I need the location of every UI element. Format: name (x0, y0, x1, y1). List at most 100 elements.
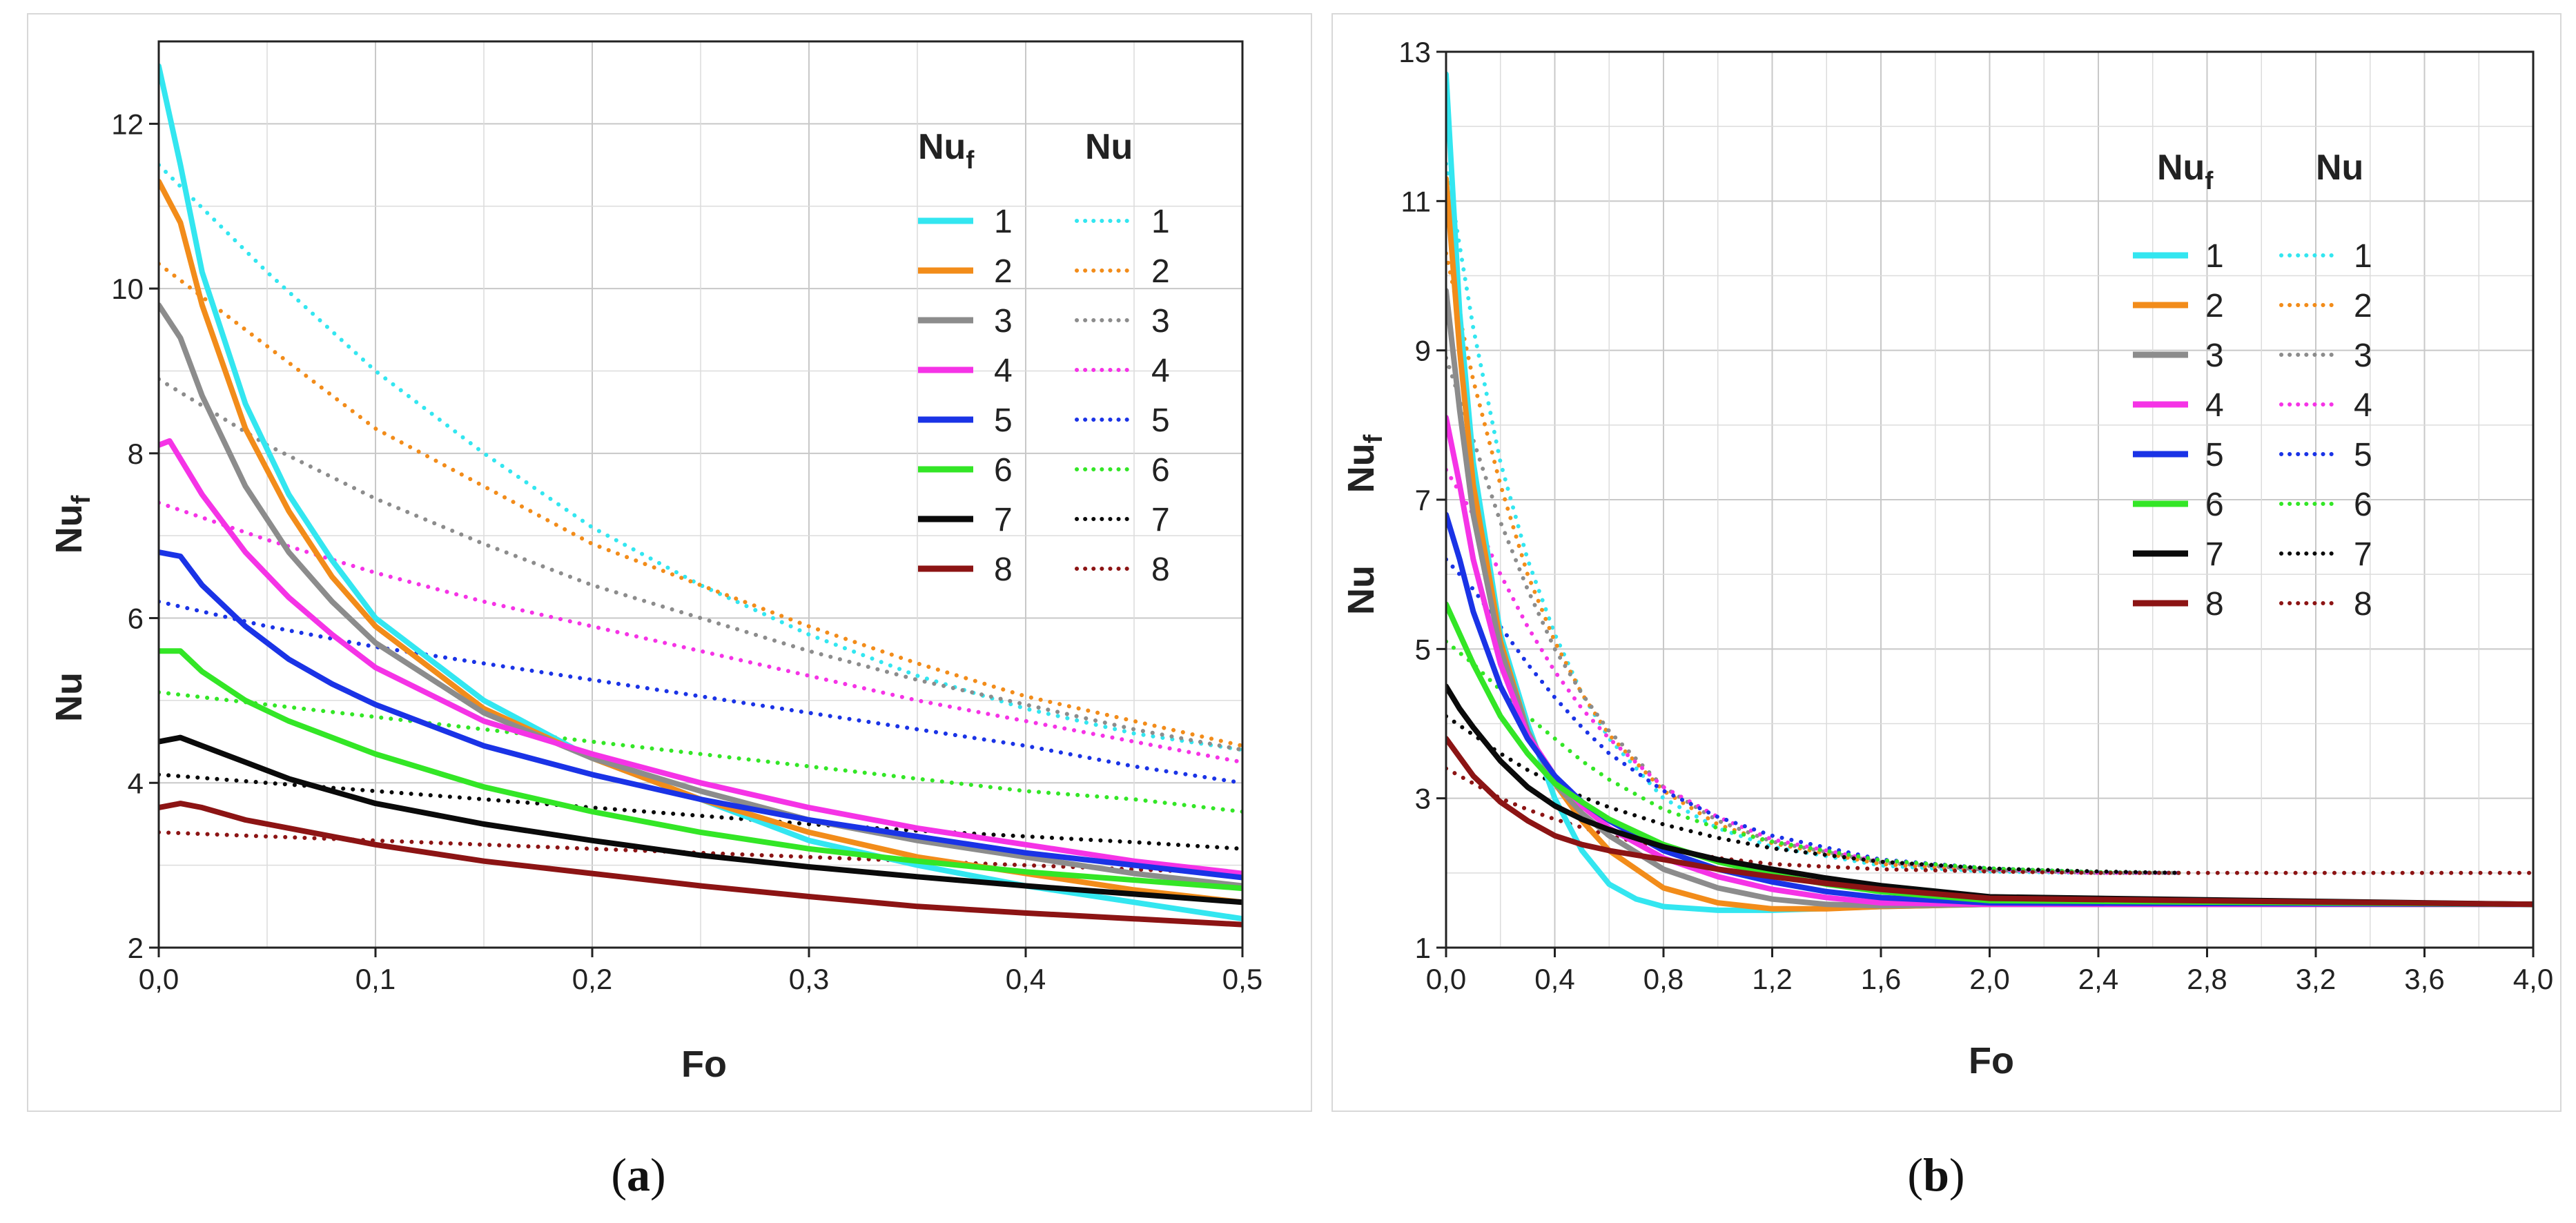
x-tick-label: 3,6 (2404, 963, 2444, 995)
nu-series-line-6 (159, 690, 1242, 814)
y-axis-label-bottom-a: Nu (48, 672, 90, 722)
nuf-series-line-6 (159, 648, 1242, 892)
x-tick-label: 3,2 (2296, 963, 2336, 995)
legend-label-dotted-1: 1 (2354, 238, 2372, 275)
legend-label-dotted-6: 6 (2354, 487, 2372, 523)
legend-label-solid-5: 5 (994, 402, 1013, 439)
legend-label-dotted-5: 5 (1151, 402, 1170, 439)
caption-a: (a) (611, 1148, 665, 1201)
x-tick-label: 1,6 (1861, 963, 1901, 995)
x-tick-label: 4,0 (2513, 963, 2553, 995)
nuf-series-line-7 (1446, 683, 2533, 908)
legend-label-solid-2: 2 (994, 253, 1013, 290)
x-tick-label: 2,0 (1969, 963, 2009, 995)
y-tick-label: 9 (1415, 335, 1431, 367)
legend-label-solid-4: 4 (2205, 387, 2224, 424)
x-tick-label: 0,3 (789, 963, 829, 995)
nu-series-line-7 (1446, 714, 2183, 875)
nu-series-line-2 (159, 262, 1242, 748)
y-tick-label: 8 (128, 438, 144, 470)
legend-rows-a: 1 1 2 2 3 3 4 4 5 5 6 6 7 7 8 8 (918, 204, 1170, 588)
y-axis-label-top-a: Nuf (48, 495, 96, 554)
legend-label-dotted-4: 4 (1151, 353, 1170, 389)
x-tick-label: 0,4 (1006, 963, 1046, 995)
legend-label-dotted-8: 8 (2354, 586, 2372, 623)
legend-b: Nuf Nu 1 1 2 2 3 3 4 4 5 5 6 6 7 7 8 8 (2133, 148, 2372, 623)
y-tick-label: 7 (1415, 484, 1431, 516)
ticks-b: 0,0 0,4 0,8 1,2 1,6 2,0 2,4 2,8 3,2 3,6 4,01357911… (1398, 36, 2553, 995)
y-tick-label: 3 (1415, 783, 1431, 815)
nu-series-line-3 (1446, 355, 2183, 875)
plot-frame-a (157, 40, 1244, 949)
nu-series-line-8 (159, 830, 1242, 876)
chart-panel-b: 0,0 0,4 0,8 1,2 1,6 2,0 2,4 2,8 3,2 3,6 4,01357911… (1331, 13, 2562, 1112)
y-tick-label: 4 (128, 767, 144, 799)
series-group-a (159, 63, 1242, 928)
legend-label-dotted-8: 8 (1151, 551, 1170, 588)
legend-label-dotted-6: 6 (1151, 452, 1170, 489)
nuf-series-line-3 (159, 302, 1242, 889)
x-tick-label: 2,8 (2187, 963, 2227, 995)
y-tick-label: 11 (1401, 185, 1431, 217)
legend-label-solid-6: 6 (2205, 487, 2224, 523)
nuf-series-line-5 (159, 549, 1242, 881)
y-tick-label: 10 (111, 273, 144, 305)
x-tick-label: 0,8 (1643, 963, 1684, 995)
x-axis-label-a: Fo (681, 1044, 727, 1085)
nuf-series-line-7 (159, 734, 1242, 906)
x-tick-label: 1,2 (1752, 963, 1792, 995)
legend-label-dotted-2: 2 (1151, 253, 1170, 290)
nu-series-line-8 (1446, 766, 2533, 875)
legend-label-solid-5: 5 (2205, 437, 2224, 473)
nu-series-line-7 (159, 772, 1242, 851)
legend-label-solid-3: 3 (994, 303, 1013, 340)
legend-label-solid-1: 1 (994, 204, 1013, 240)
legend-label-dotted-3: 3 (2354, 337, 2372, 374)
nuf-series-line-8 (1446, 736, 2533, 908)
x-tick-label: 0,4 (1534, 963, 1574, 995)
legend-label-solid-7: 7 (994, 502, 1013, 538)
legend-head-solid-a: Nuf (918, 127, 975, 174)
legend-label-solid-4: 4 (994, 353, 1013, 389)
x-tick-label: 0,2 (572, 963, 612, 995)
legend-label-solid-7: 7 (2205, 536, 2224, 573)
legend-a: Nuf Nu 1 1 2 2 3 3 4 4 5 5 6 6 7 7 8 8 (918, 127, 1170, 588)
x-tick-label: 2,4 (2078, 963, 2118, 995)
x-tick-label: 0,0 (1426, 963, 1466, 995)
y-tick-label: 1 (1415, 932, 1431, 964)
legend-label-dotted-7: 7 (2354, 536, 2372, 573)
nu-series-line-3 (159, 377, 1242, 752)
y-axis-label-top-b: Nuf (1340, 434, 1388, 493)
legend-label-dotted-5: 5 (2354, 437, 2372, 473)
legend-head-dotted-b: Nu (2316, 148, 2363, 188)
legend-label-dotted-2: 2 (2354, 288, 2372, 324)
y-tick-label: 13 (1398, 36, 1431, 68)
y-tick-label: 6 (128, 603, 144, 635)
y-axis-label-bottom-b: Nu (1340, 565, 1382, 615)
legend-label-dotted-3: 3 (1151, 303, 1170, 340)
x-tick-label: 0,1 (355, 963, 396, 995)
x-tick-label: 0,0 (139, 963, 179, 995)
legend-head-dotted-a: Nu (1085, 127, 1133, 167)
legend-label-solid-8: 8 (994, 551, 1013, 588)
y-tick-label: 2 (128, 932, 144, 964)
legend-label-solid-3: 3 (2205, 337, 2224, 374)
y-tick-label: 12 (111, 108, 144, 140)
x-axis-label-b: Fo (1969, 1040, 2014, 1082)
nuf-series-line-3 (1446, 288, 2533, 909)
legend-label-solid-1: 1 (2205, 238, 2224, 275)
legend-label-dotted-7: 7 (1151, 502, 1170, 538)
x-tick-label: 0,5 (1222, 963, 1262, 995)
y-tick-label: 5 (1415, 633, 1431, 665)
legend-head-solid-b: Nuf (2157, 148, 2214, 195)
legend-label-solid-8: 8 (2205, 586, 2224, 623)
series-group-b (1446, 71, 2533, 913)
nuf-series-line-8 (159, 801, 1242, 928)
legend-label-solid-6: 6 (994, 452, 1013, 489)
nuf-series-line-1 (159, 63, 1242, 922)
nuf-series-line-4 (159, 438, 1242, 877)
legend-label-dotted-1: 1 (1151, 204, 1170, 240)
